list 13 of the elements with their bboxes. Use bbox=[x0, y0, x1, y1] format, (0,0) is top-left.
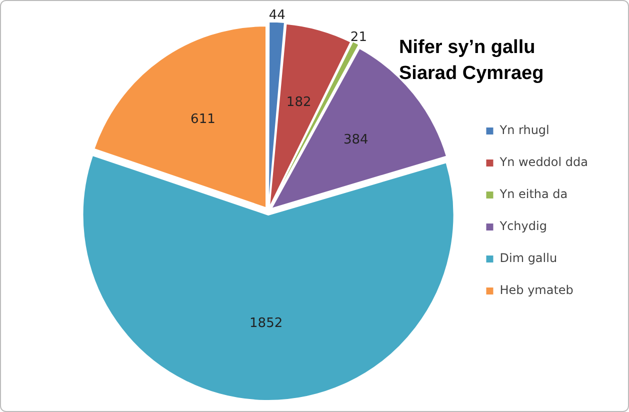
text: Nifer sy’n gallu Siarad Cymraeg bbox=[399, 36, 544, 86]
legend-label: Dim gallu bbox=[500, 251, 558, 266]
data-label: 1852 bbox=[250, 316, 283, 331]
data-label: 384 bbox=[344, 132, 368, 148]
legend-label: Yn rhugl bbox=[498, 123, 550, 138]
legend-label: Ychydig bbox=[498, 219, 547, 234]
data-label: 182 bbox=[286, 95, 312, 110]
data-label: 44 bbox=[268, 8, 286, 24]
data-label: 21 bbox=[350, 30, 367, 45]
legend-label: Heb ymateb bbox=[500, 283, 574, 298]
data-label: 611 bbox=[190, 112, 216, 127]
legend-label: Yn eitha da bbox=[498, 187, 568, 202]
legend-label: Yn weddol dda bbox=[498, 155, 588, 170]
